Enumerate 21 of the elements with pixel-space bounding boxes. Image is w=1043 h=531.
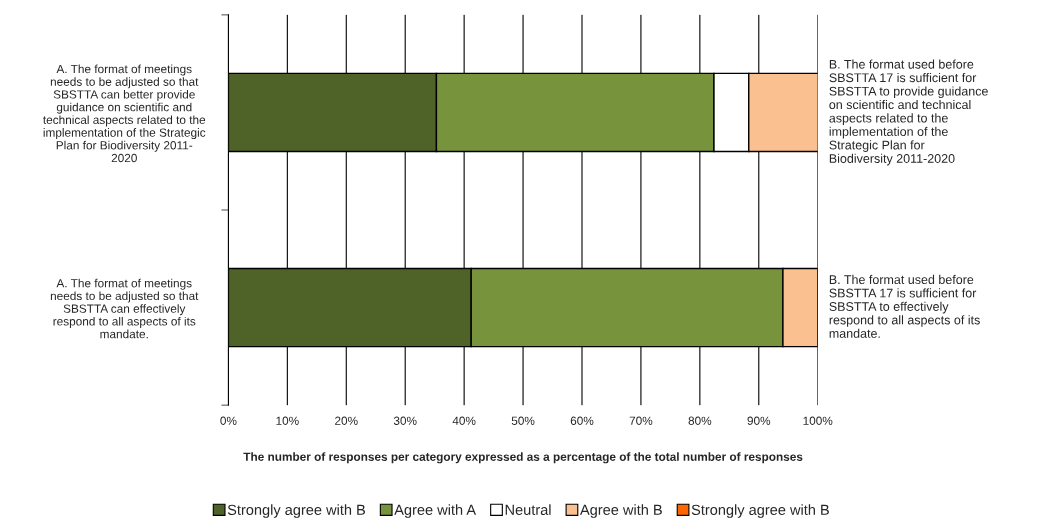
x-tick-label: 10% (276, 416, 299, 425)
legend-label: Neutral (505, 504, 551, 515)
x-tick-label: 60% (570, 416, 594, 425)
x-tick-label: 100% (803, 416, 833, 425)
x-tick-label: 40% (452, 416, 476, 425)
legend-label: Strongly agree with B (227, 504, 366, 518)
annotation: B. The format used before SBSTTA 17 is sufficient for SBSTTA to effectively respond to all aspects of its mandate. (829, 274, 980, 338)
legend-label: Agree with B (580, 504, 662, 518)
x-axis-title: The number of responses per category expressed as a percentage of the total number of responses (243, 452, 803, 464)
x-tick-label: 80% (688, 416, 712, 425)
annotation: B. The format used before SBSTTA 17 is sufficient for SBSTTA to provide guidance on scientific and technical aspects related to the implementation of the Strategic Plan for Biodiversity 2011-2020 (829, 59, 988, 166)
legend-label: Strongly agree with B (691, 504, 829, 518)
y-tick-label: A. The format of meetings needs to be adjusted so that SBSTTA can better provide guidance on scientific and technical aspects related to the implementation of the Strategic Plan for Biodiversity 2011- 2020 (43, 64, 206, 163)
x-tick-label: 20% (335, 416, 358, 425)
x-tick-label: 30% (393, 416, 417, 425)
x-tick-label: 0% (220, 416, 237, 425)
x-tick-label: 70% (629, 416, 653, 425)
x-tick-label: 50% (511, 416, 535, 425)
x-tick-label: 90% (747, 416, 771, 425)
legend-label: Agree with A (394, 504, 477, 518)
y-tick-label: A. The format of meetings needs to be adjusted so that SBSTTA can effectively respond to all aspects of its mandate. (50, 278, 199, 339)
